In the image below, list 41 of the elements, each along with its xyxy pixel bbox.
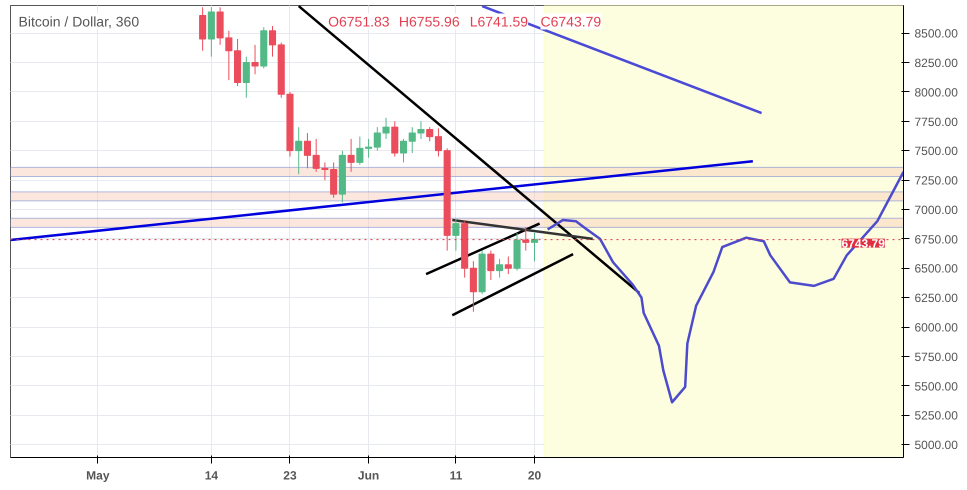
candlestick [504,256,512,275]
annotation: H6755.96 [398,14,460,30]
candlestick [522,226,530,252]
ref-line-label: 6743.79 [842,236,886,251]
y-tick-label: 8000.00 [914,85,958,100]
candlestick [251,44,259,75]
y-tick-label: 6250.00 [914,291,958,306]
y-tick-label: 6000.00 [914,320,958,335]
candlestick [348,138,355,172]
y-tick-label: 7500.00 [914,144,958,158]
y-tick-label: 5250.00 [914,408,958,423]
x-tick-label: Jun [358,468,380,482]
y-tick-label: 6500.00 [914,262,958,276]
annotation: O6751.83 [328,14,390,30]
y-tick-label: 8500.00 [914,26,958,41]
y-tick-label: 7750.00 [914,114,958,129]
candlestick [470,260,477,312]
candlestick [496,258,504,278]
x-tick-label: 23 [283,468,297,482]
candlestick [268,26,276,58]
candlestick [530,232,538,262]
candlestick [242,56,250,98]
y-tick-label: 7000.00 [914,202,958,217]
text: Bitcoin / Dollar, 360 [18,14,140,30]
annotation: L6741.59 [470,14,528,30]
x-tick-label: May [86,468,110,482]
y-tick-label: 5750.00 [914,350,958,364]
candlestick [321,162,328,181]
y-tick-label: 6750.00 [914,232,958,246]
x-tick-label: 20 [528,468,542,482]
y-tick-label: 5500.00 [914,379,958,394]
candlestick [199,6,206,52]
candlestick [452,218,460,252]
x-tick-label: 11 [450,468,463,482]
candlestick [295,126,302,175]
annotation: C6743.79 [540,14,602,30]
candlestick [487,250,494,280]
y-tick-label: 8250.00 [914,56,958,70]
y-tick-label: 5000.00 [914,438,958,452]
y-tick-label: 7250.00 [914,174,958,188]
x-tick-label: 14 [204,468,218,482]
